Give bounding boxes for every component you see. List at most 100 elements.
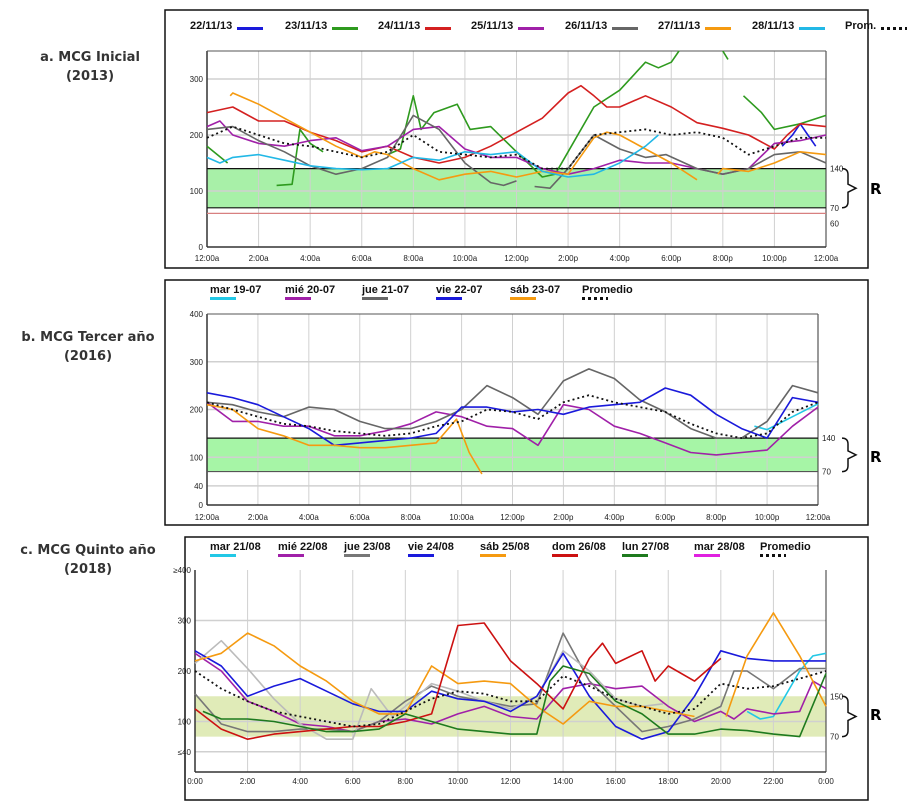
range-value-label: 70 (822, 468, 831, 477)
panel-a-label: a. MCG Inicial (2013) (10, 48, 170, 86)
x-tick-label: 4:00a (299, 513, 320, 522)
chart-2: 0:00 2:00 4:00 6:00 8:00 10:00 12:00 14:00 16:00… (173, 536, 869, 801)
x-tick-label: 6:00a (352, 254, 373, 263)
range-bracket (841, 437, 858, 473)
x-tick-label: 22:00 (763, 777, 784, 786)
series-line-Promedio (194, 670, 827, 728)
x-tick-label: 4:00 (292, 777, 308, 786)
legend-label: 27/11/13 (658, 20, 701, 32)
x-tick-label: 6:00a (350, 513, 371, 522)
legend-swatch (210, 554, 236, 557)
legend-swatch (362, 297, 388, 300)
y-tick-label: 200 (190, 406, 204, 415)
legend-swatch (237, 26, 264, 30)
y-tick-label: 200 (190, 131, 204, 140)
range-value-label: 150 (830, 692, 844, 701)
legend-swatch (612, 26, 639, 30)
legend-swatch (436, 297, 462, 300)
legend-label: 24/11/13 (378, 20, 421, 32)
legend-swatch (518, 26, 545, 30)
x-tick-label: 6:00 (345, 777, 361, 786)
x-tick-label: 8:00p (713, 254, 734, 263)
legend-label: mar 19-07 (210, 284, 262, 296)
legend-swatch (760, 554, 786, 557)
panel-a-year: (2013) (65, 69, 115, 84)
x-tick-label: 18:00 (658, 777, 679, 786)
legend-item: 26/11/13 (565, 20, 639, 32)
legend-swatch (332, 26, 359, 30)
range-bracket (841, 695, 858, 738)
legend-label: vie 24/08 (408, 541, 454, 553)
series-line-26-11-13 (206, 114, 827, 189)
legend-item: 28/11/13 (752, 20, 826, 32)
legend-label: vie 22-07 (436, 284, 483, 296)
range-value-label: 70 (830, 733, 839, 742)
legend-item: mar 19-07 (210, 284, 261, 300)
legend-item: 22/11/13 (190, 20, 264, 32)
y-tick-label: ≥400 (173, 566, 191, 575)
y-tick-label: 0 (199, 501, 204, 510)
x-tick-label: 0:00 (818, 777, 834, 786)
legend-swatch (799, 26, 826, 30)
range-value-label: 70 (830, 204, 839, 213)
x-tick-label: 2:00a (248, 513, 269, 522)
legend-swatch (408, 554, 434, 557)
panel-c-year: (2018) (63, 562, 113, 577)
legend-swatch (510, 297, 536, 300)
x-tick-label: 10:00a (449, 513, 474, 522)
series-line-s-b-23-07 (206, 403, 483, 475)
legend-item: vie 22-07 (436, 284, 482, 300)
chart-0: 12:00a 2:00a 4:00a 6:00a 8:00a 10:00a 12:00p 2:… (164, 9, 869, 269)
legend-swatch (425, 26, 452, 30)
panel-c-label: c. MCG Quinto año (2018) (8, 541, 168, 579)
x-tick-label: 6:00p (661, 254, 682, 263)
panel-b-year: (2016) (63, 349, 113, 364)
x-tick-label: 16:00 (606, 777, 627, 786)
y-tick-label: 200 (178, 667, 192, 676)
legend-swatch (210, 297, 236, 300)
legend-label: Promedio (760, 541, 811, 553)
y-tick-label: 300 (190, 358, 204, 367)
x-tick-label: 10:00 (448, 777, 469, 786)
series-line-dom-26-08 (194, 622, 722, 740)
legend-label: lun 27/08 (622, 541, 670, 553)
x-tick-label: 14:00 (553, 777, 574, 786)
legend-label: jue 23/08 (344, 541, 391, 553)
x-tick-label: 8:00a (403, 254, 424, 263)
series-line-mi-20-07 (206, 401, 819, 456)
x-tick-label: 6:00p (655, 513, 676, 522)
legend-label: 28/11/13 (752, 20, 795, 32)
legend-swatch (694, 554, 720, 557)
legend-item: lun 27/08 (622, 541, 669, 557)
x-tick-label: 4:00p (610, 254, 631, 263)
series-line-mar-19-07 (754, 403, 819, 431)
series-line-27-11-13 (229, 92, 827, 181)
series-line-mi-22-08 (194, 652, 827, 733)
range-label-b: R (870, 448, 882, 466)
x-tick-label: 12:00a (806, 513, 831, 522)
x-tick-label: 2:00p (553, 513, 574, 522)
legend-label: mié 22/08 (278, 541, 328, 553)
panel-b-label: b. MCG Tercer año (2016) (8, 328, 168, 366)
legend-swatch (582, 297, 608, 300)
legend-swatch (480, 554, 506, 557)
legend-label: Prom. (845, 20, 877, 32)
x-tick-label: 10:00a (453, 254, 478, 263)
x-tick-label: 8:00 (398, 777, 414, 786)
range-bracket (841, 167, 858, 209)
legend-swatch (552, 554, 578, 557)
legend-label: 26/11/13 (565, 20, 608, 32)
legend-item: mié 20-07 (285, 284, 335, 300)
legend-item: Promedio (760, 541, 811, 557)
legend-swatch (278, 554, 304, 557)
legend-swatch (344, 554, 370, 557)
legend-label: 22/11/13 (190, 20, 233, 32)
range-value-label: 60 (830, 219, 839, 228)
series-line-28-11-13 (206, 134, 659, 178)
legend-label: mar 21/08 (210, 541, 261, 553)
legend-item: jue 23/08 (344, 541, 390, 557)
x-tick-label: 0:00 (187, 777, 203, 786)
x-tick-label: 4:00p (604, 513, 625, 522)
legend-item: sáb 23-07 (510, 284, 560, 300)
y-tick-label: 0 (199, 243, 204, 252)
